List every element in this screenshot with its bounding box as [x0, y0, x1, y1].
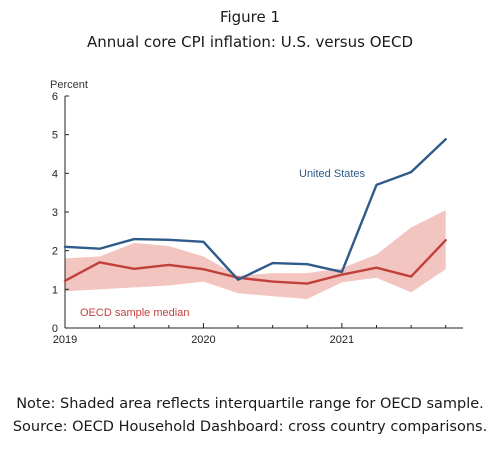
iqr-band — [65, 210, 446, 299]
y-tick-label: 0 — [52, 323, 58, 335]
iqr-band-layer — [65, 210, 446, 299]
series-line-united-states — [63, 138, 447, 281]
y-tick-label: 3 — [52, 207, 58, 219]
x-tick-label: 2021 — [330, 334, 354, 346]
y-tick-label: 4 — [52, 168, 58, 180]
chart-source: Source: OECD Household Dashboard: cross … — [12, 419, 488, 435]
x-tick-label: 2019 — [53, 334, 77, 346]
y-tick-label: 5 — [52, 130, 58, 142]
axes-layer: 0 1 2 3 4 5 6 2019 2020 2021 — [52, 91, 463, 346]
x-tick-label: 2020 — [191, 334, 215, 346]
y-tick-label: 6 — [52, 91, 58, 103]
y-tick-label: 1 — [52, 284, 58, 296]
chart-title: Annual core CPI inflation: U.S. versus O… — [86, 33, 414, 51]
y-tick-label: 2 — [52, 246, 58, 258]
series-line-oecd-median — [63, 239, 447, 285]
figure-label: Figure 1 — [219, 8, 281, 26]
annotation-oecd-median: OECD sample median — [80, 307, 189, 319]
series-layer — [63, 138, 447, 285]
chart-note: Note: Shaded area reflects interquartile… — [16, 396, 484, 412]
y-axis-label: Percent — [50, 79, 88, 91]
annotation-united-states: United States — [299, 168, 366, 180]
